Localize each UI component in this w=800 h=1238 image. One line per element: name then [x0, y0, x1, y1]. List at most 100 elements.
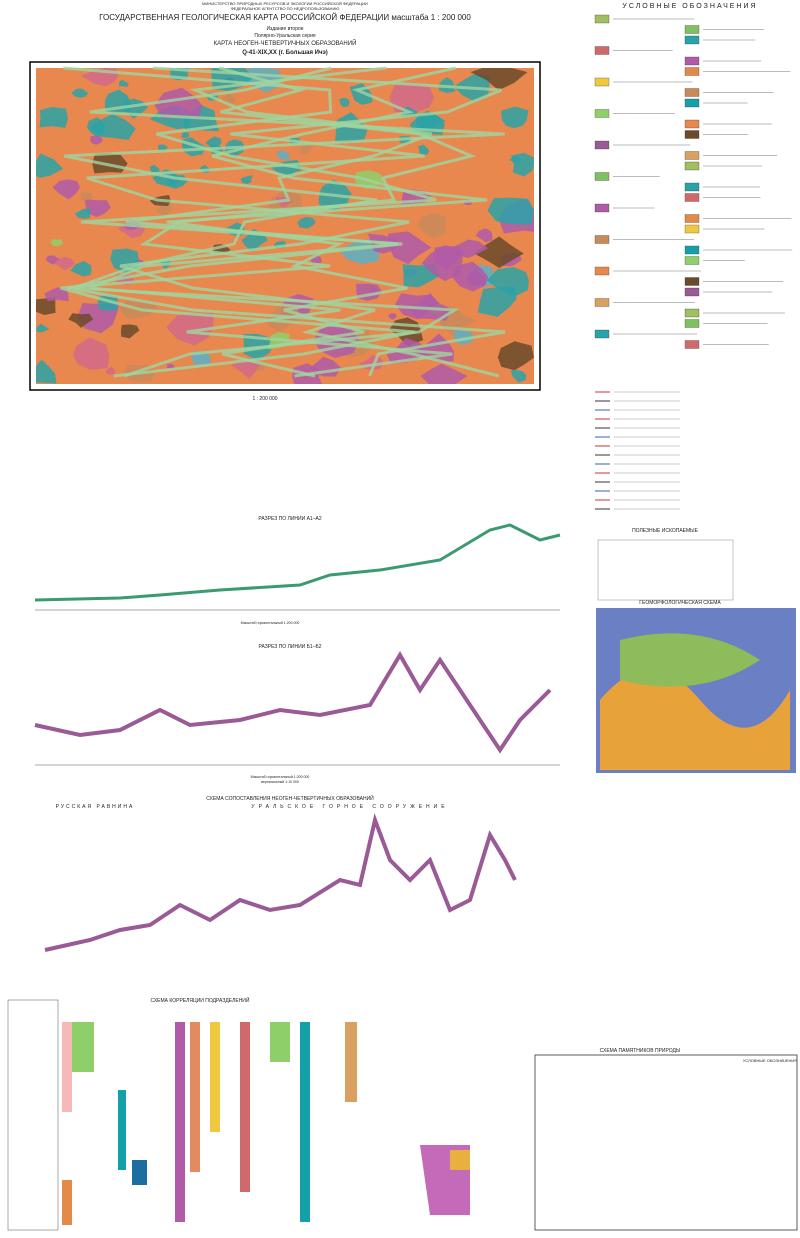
nature-frame	[534, 1054, 798, 1231]
map-unit	[158, 144, 168, 151]
map-unit	[52, 179, 81, 200]
legend-swatch	[684, 98, 700, 108]
series-index	[420, 1145, 470, 1215]
unit	[240, 1022, 250, 1192]
map-unit	[474, 236, 524, 268]
legend-swatch	[684, 319, 700, 328]
map-unit	[418, 144, 429, 156]
section-b-profile	[34, 651, 552, 754]
map-frame	[29, 61, 541, 391]
legend-swatch	[684, 119, 700, 129]
legend-swatch	[594, 46, 610, 55]
map-unit	[44, 287, 69, 302]
map-unit	[388, 313, 397, 320]
section-a-scale-h: Масштаб горизонтальный 1:200 000	[241, 621, 300, 625]
series: Полярно-Уральская серия	[254, 33, 315, 39]
map-unit	[90, 135, 103, 145]
map-unit	[475, 228, 493, 243]
unit	[132, 1160, 147, 1185]
map-unit	[70, 260, 92, 277]
legend-swatch	[594, 266, 610, 276]
map-unit	[119, 79, 129, 87]
map-unit	[231, 358, 260, 379]
map-unit	[36, 297, 56, 315]
map-unit	[68, 313, 94, 328]
minerals-table	[597, 539, 734, 601]
map-unit	[181, 132, 190, 138]
legend-swatch	[684, 182, 700, 192]
geomorph-area	[600, 670, 790, 770]
legend-swatch	[594, 203, 610, 213]
minerals-title: ПОЛЕЗНЫЕ ИСКОПАЕМЫЕ	[632, 528, 699, 534]
sheet-index	[450, 1150, 470, 1170]
unit	[72, 1022, 94, 1072]
map-unit	[486, 267, 529, 297]
correlation-scheme	[7, 999, 357, 1231]
unit	[175, 1022, 185, 1222]
unit	[300, 1022, 310, 1222]
map-unit	[154, 87, 202, 119]
map-unit	[36, 323, 50, 333]
geological-map	[29, 61, 541, 391]
legend-swatch	[594, 235, 610, 244]
comparison-profile	[44, 813, 517, 952]
unit	[345, 1022, 357, 1102]
map-unit	[497, 341, 534, 371]
map-unit	[36, 153, 63, 178]
legend-swatch	[684, 287, 700, 297]
map-unit	[276, 150, 291, 160]
map-unit	[50, 239, 63, 247]
unit	[210, 1022, 220, 1132]
legend	[594, 14, 793, 510]
edition: Издание второе	[266, 26, 303, 32]
map-unit	[487, 197, 534, 225]
map-unit	[54, 256, 76, 271]
nature-legend-title: УСЛОВНЫЕ ОБОЗНАЧЕНИЯ	[743, 1058, 797, 1063]
legend-swatch	[684, 256, 700, 265]
map-unit	[410, 293, 453, 321]
map-unit	[121, 324, 140, 339]
unit	[190, 1022, 200, 1172]
map-unit	[339, 97, 350, 108]
legend-swatch	[684, 214, 700, 223]
map-unit	[84, 198, 111, 218]
river-valley	[166, 66, 488, 378]
legend-swatch	[684, 224, 700, 234]
plain-label: РУССКАЯ РАВНИНА	[56, 804, 135, 810]
map-unit	[297, 216, 316, 229]
section-a-profile	[34, 523, 561, 602]
legend-swatch	[684, 340, 700, 349]
map-scale: 1 : 200 000	[252, 396, 277, 402]
river-valley	[63, 66, 506, 377]
map-unit	[166, 313, 214, 346]
comparison-title: СХЕМА СОПОСТАВЛЕНИЯ НЕОГЕН-ЧЕТВЕРТИЧНЫХ …	[206, 794, 374, 802]
map-unit	[389, 82, 434, 113]
map-unit	[420, 363, 468, 384]
map-unit	[449, 239, 489, 258]
legend-swatch	[684, 245, 700, 255]
map-unit	[511, 369, 527, 383]
unit	[270, 1022, 290, 1062]
map-unit	[105, 366, 116, 375]
map-unit	[150, 165, 160, 174]
map-unit	[90, 113, 136, 140]
map-unit	[240, 175, 253, 184]
legend-swatch	[594, 140, 610, 150]
map-unit	[415, 112, 446, 132]
river-valley	[63, 66, 505, 378]
map-unit	[222, 93, 236, 104]
legend-swatch	[594, 14, 610, 24]
legend-swatch	[594, 109, 610, 118]
legend-swatch	[684, 130, 700, 139]
legend-swatch	[684, 161, 700, 171]
legend-swatch	[594, 172, 610, 181]
legend-swatch	[684, 151, 700, 160]
map-unit	[80, 192, 93, 201]
urals-label: УРАЛЬСКОЕ ГОРНОЕ СООРУЖЕНИЕ	[251, 804, 448, 810]
legend-swatch	[684, 56, 700, 66]
section-a-title: РАЗРЕЗ ПО ЛИНИИ А1–А2	[258, 516, 321, 522]
legend-swatch	[594, 329, 610, 339]
map-unit	[511, 152, 534, 177]
legend-swatch	[684, 35, 700, 45]
